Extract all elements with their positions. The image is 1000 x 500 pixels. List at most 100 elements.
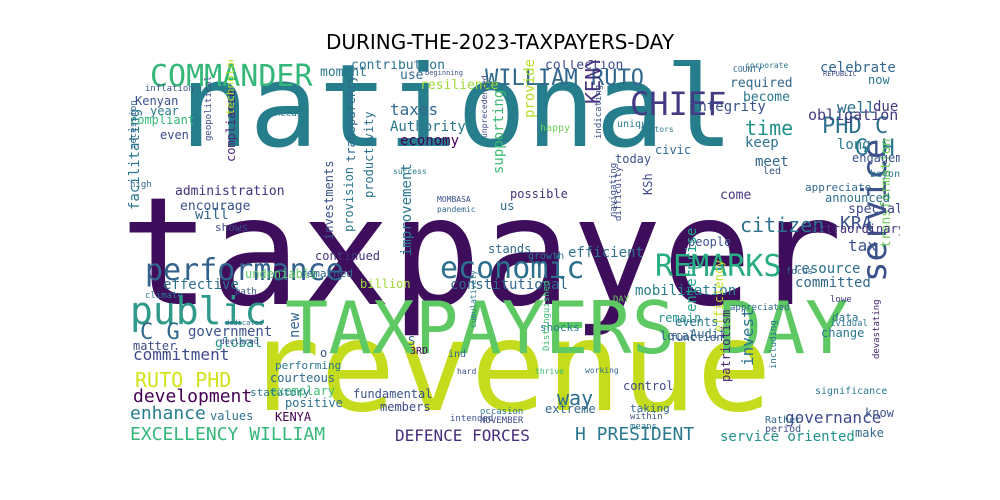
cloud-word: collection	[545, 60, 624, 73]
cloud-word: come	[720, 188, 752, 203]
cloud-word: appreciated	[730, 303, 790, 313]
cloud-word: stands	[488, 242, 532, 256]
cloud-word: undeniable	[245, 267, 318, 281]
cloud-word: enhance	[130, 403, 206, 424]
cloud-word: mobilization	[635, 283, 737, 299]
cloud-word: service oriented	[720, 429, 855, 445]
cloud-word: appreciate	[805, 181, 872, 194]
cloud-word: efficient	[568, 245, 644, 261]
cloud-word: now	[868, 73, 890, 87]
cloud-word: revenue	[245, 295, 772, 440]
cloud-word: REMARKS	[655, 249, 782, 284]
cloud-word: DAY	[613, 295, 630, 305]
cloud-word: invest	[738, 308, 757, 366]
cloud-word: matter	[133, 339, 177, 353]
cloud-word: long	[837, 137, 871, 153]
cloud-word: performing	[275, 359, 342, 372]
cloud-word: tax	[848, 236, 877, 255]
cloud-word: investments	[322, 160, 336, 240]
cloud-word: led	[763, 166, 782, 177]
cloud-word: values	[210, 409, 254, 423]
cloud-word: government	[188, 324, 273, 340]
cloud-word: local	[660, 329, 697, 343]
cloud-word: administration	[175, 184, 285, 199]
cloud-word: declared	[220, 337, 259, 346]
cloud-word: performance	[145, 253, 344, 288]
cloud-word: way	[557, 386, 594, 410]
cloud-word: Rather	[765, 415, 802, 426]
cloud-word: KSh	[641, 173, 655, 195]
cloud-word: economic	[440, 251, 585, 286]
cloud-word: know	[865, 406, 894, 420]
cloud-word: technology	[224, 60, 237, 115]
cloud-word: working	[585, 366, 619, 375]
cloud-word: continued	[315, 249, 381, 263]
cloud-word: COUNTY	[733, 65, 762, 74]
cloud-word: commitment	[133, 345, 230, 364]
cloud-word: Distinguished	[542, 280, 552, 351]
cloud-word: effective	[163, 277, 239, 293]
cloud-word: due	[873, 99, 899, 115]
cloud-word: change	[821, 326, 865, 340]
cloud-word: remained	[300, 267, 353, 280]
cloud-word: period	[765, 424, 802, 435]
cloud-word: announced	[825, 191, 891, 205]
cloud-word: thrive	[535, 367, 564, 376]
cloud-word: resilience	[420, 78, 499, 93]
cloud-word: events	[675, 315, 719, 329]
cloud-word: dedicated	[225, 319, 263, 327]
cloud-word: NOVEMBER	[480, 416, 524, 426]
cloud-word: pandemic	[437, 205, 476, 214]
cloud-word: unprecedented	[480, 75, 489, 138]
cloud-word: encourage	[180, 199, 251, 214]
cloud-word: taxpayer	[125, 166, 843, 340]
cloud-word: today	[615, 152, 652, 166]
cloud-word: Audit	[690, 327, 727, 341]
cloud-word: geopolitical	[204, 75, 214, 141]
cloud-word: improvement	[399, 163, 415, 256]
cloud-word: indicating	[594, 84, 604, 139]
cloud-word: new	[287, 312, 303, 338]
cloud-word: taking	[630, 402, 670, 415]
cloud-word: resource	[793, 261, 861, 277]
cloud-word: CHIEF	[630, 85, 727, 123]
cloud-word: factors	[640, 125, 674, 134]
cloud-word: celebrate	[820, 60, 896, 76]
cloud-word: people	[688, 235, 732, 249]
cloud-word: global	[215, 336, 262, 351]
cloud-word: supporting	[491, 89, 507, 174]
cloud-word: positive	[285, 396, 343, 410]
cloud-word: courteous	[270, 371, 336, 385]
cloud-word: KRA	[840, 213, 873, 234]
cloud-word: special	[848, 202, 900, 217]
cloud-word: committed	[795, 275, 871, 291]
cloud-word: well	[837, 98, 876, 117]
chart-title: DURING-THE-2023-TAXPAYERS-DAY	[325, 30, 675, 54]
cloud-word: difficulty	[614, 166, 624, 221]
cloud-word: constitutional	[450, 277, 569, 293]
cloud-word: 3RD	[410, 346, 429, 357]
cloud-word: G H	[855, 136, 895, 161]
cloud-word: taxes	[390, 100, 439, 119]
cloud-word: contribution	[351, 60, 445, 73]
cloud-word: KENYA	[275, 410, 312, 424]
cloud-word: recession	[129, 100, 139, 149]
cloud-word: WILLIAM RUTO	[485, 66, 644, 91]
cloud-word: extreme	[545, 402, 596, 416]
cloud-word: statutory	[250, 386, 310, 399]
cloud-word: civic	[655, 143, 692, 157]
cloud-word: beyond	[870, 169, 900, 180]
cloud-word: C G	[140, 320, 180, 345]
cloud-word: development	[133, 386, 253, 407]
cloud-word: time	[745, 116, 794, 140]
cloud-word: citizen	[740, 213, 825, 237]
cloud-word: control	[623, 379, 674, 393]
cloud-word: DEFENCE FORCES	[395, 426, 530, 445]
cloud-word: H PRESIDENT	[575, 424, 695, 445]
cloud-word: required	[730, 76, 793, 91]
cloud-word: intended	[450, 414, 494, 424]
cloud-word: public	[130, 289, 268, 333]
cloud-word: moment	[320, 65, 367, 80]
cloud-word: Authority	[390, 119, 466, 135]
cloud-word: possible	[510, 187, 568, 201]
